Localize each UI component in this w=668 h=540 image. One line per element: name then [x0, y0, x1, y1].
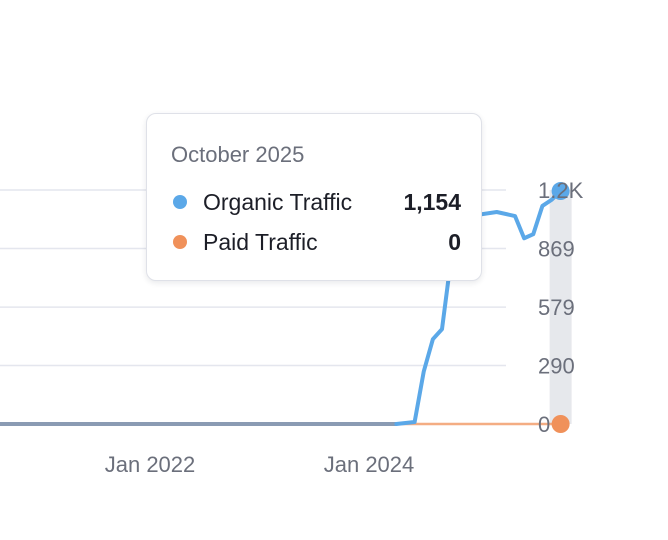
y-tick-label: 1.2K [538, 178, 584, 203]
y-axis-ticks: 1.2K 869 579 290 0 [538, 178, 584, 437]
tooltip-value-organic: 1,154 [403, 189, 461, 215]
tooltip-value-paid: 0 [448, 229, 461, 255]
x-tick-label: Jan 2024 [324, 452, 415, 477]
x-tick-label: Jan 2022 [105, 452, 196, 477]
paid-traffic-legend-dot [173, 235, 187, 249]
x-axis-ticks: Jan 2022 Jan 2024 [105, 452, 415, 477]
tooltip-label-organic: Organic Traffic [203, 189, 353, 215]
tooltip-date: October 2025 [171, 142, 305, 167]
tooltip-label-paid: Paid Traffic [203, 229, 318, 255]
y-tick-label: 579 [538, 295, 575, 320]
y-tick-label: 290 [538, 353, 575, 378]
chart-tooltip: October 2025 Organic Traffic 1,154 Paid … [146, 113, 482, 281]
y-tick-label: 869 [538, 237, 575, 262]
tooltip-row-organic: Organic Traffic 1,154 [171, 187, 461, 217]
organic-traffic-marker [551, 182, 570, 201]
tooltip-row-paid: Paid Traffic 0 [171, 227, 461, 257]
hover-highlight-band [549, 190, 572, 424]
y-tick-label: 0 [538, 412, 550, 437]
hover-markers [551, 182, 570, 433]
organic-traffic-legend-dot [173, 195, 187, 209]
paid-traffic-marker [551, 415, 570, 433]
